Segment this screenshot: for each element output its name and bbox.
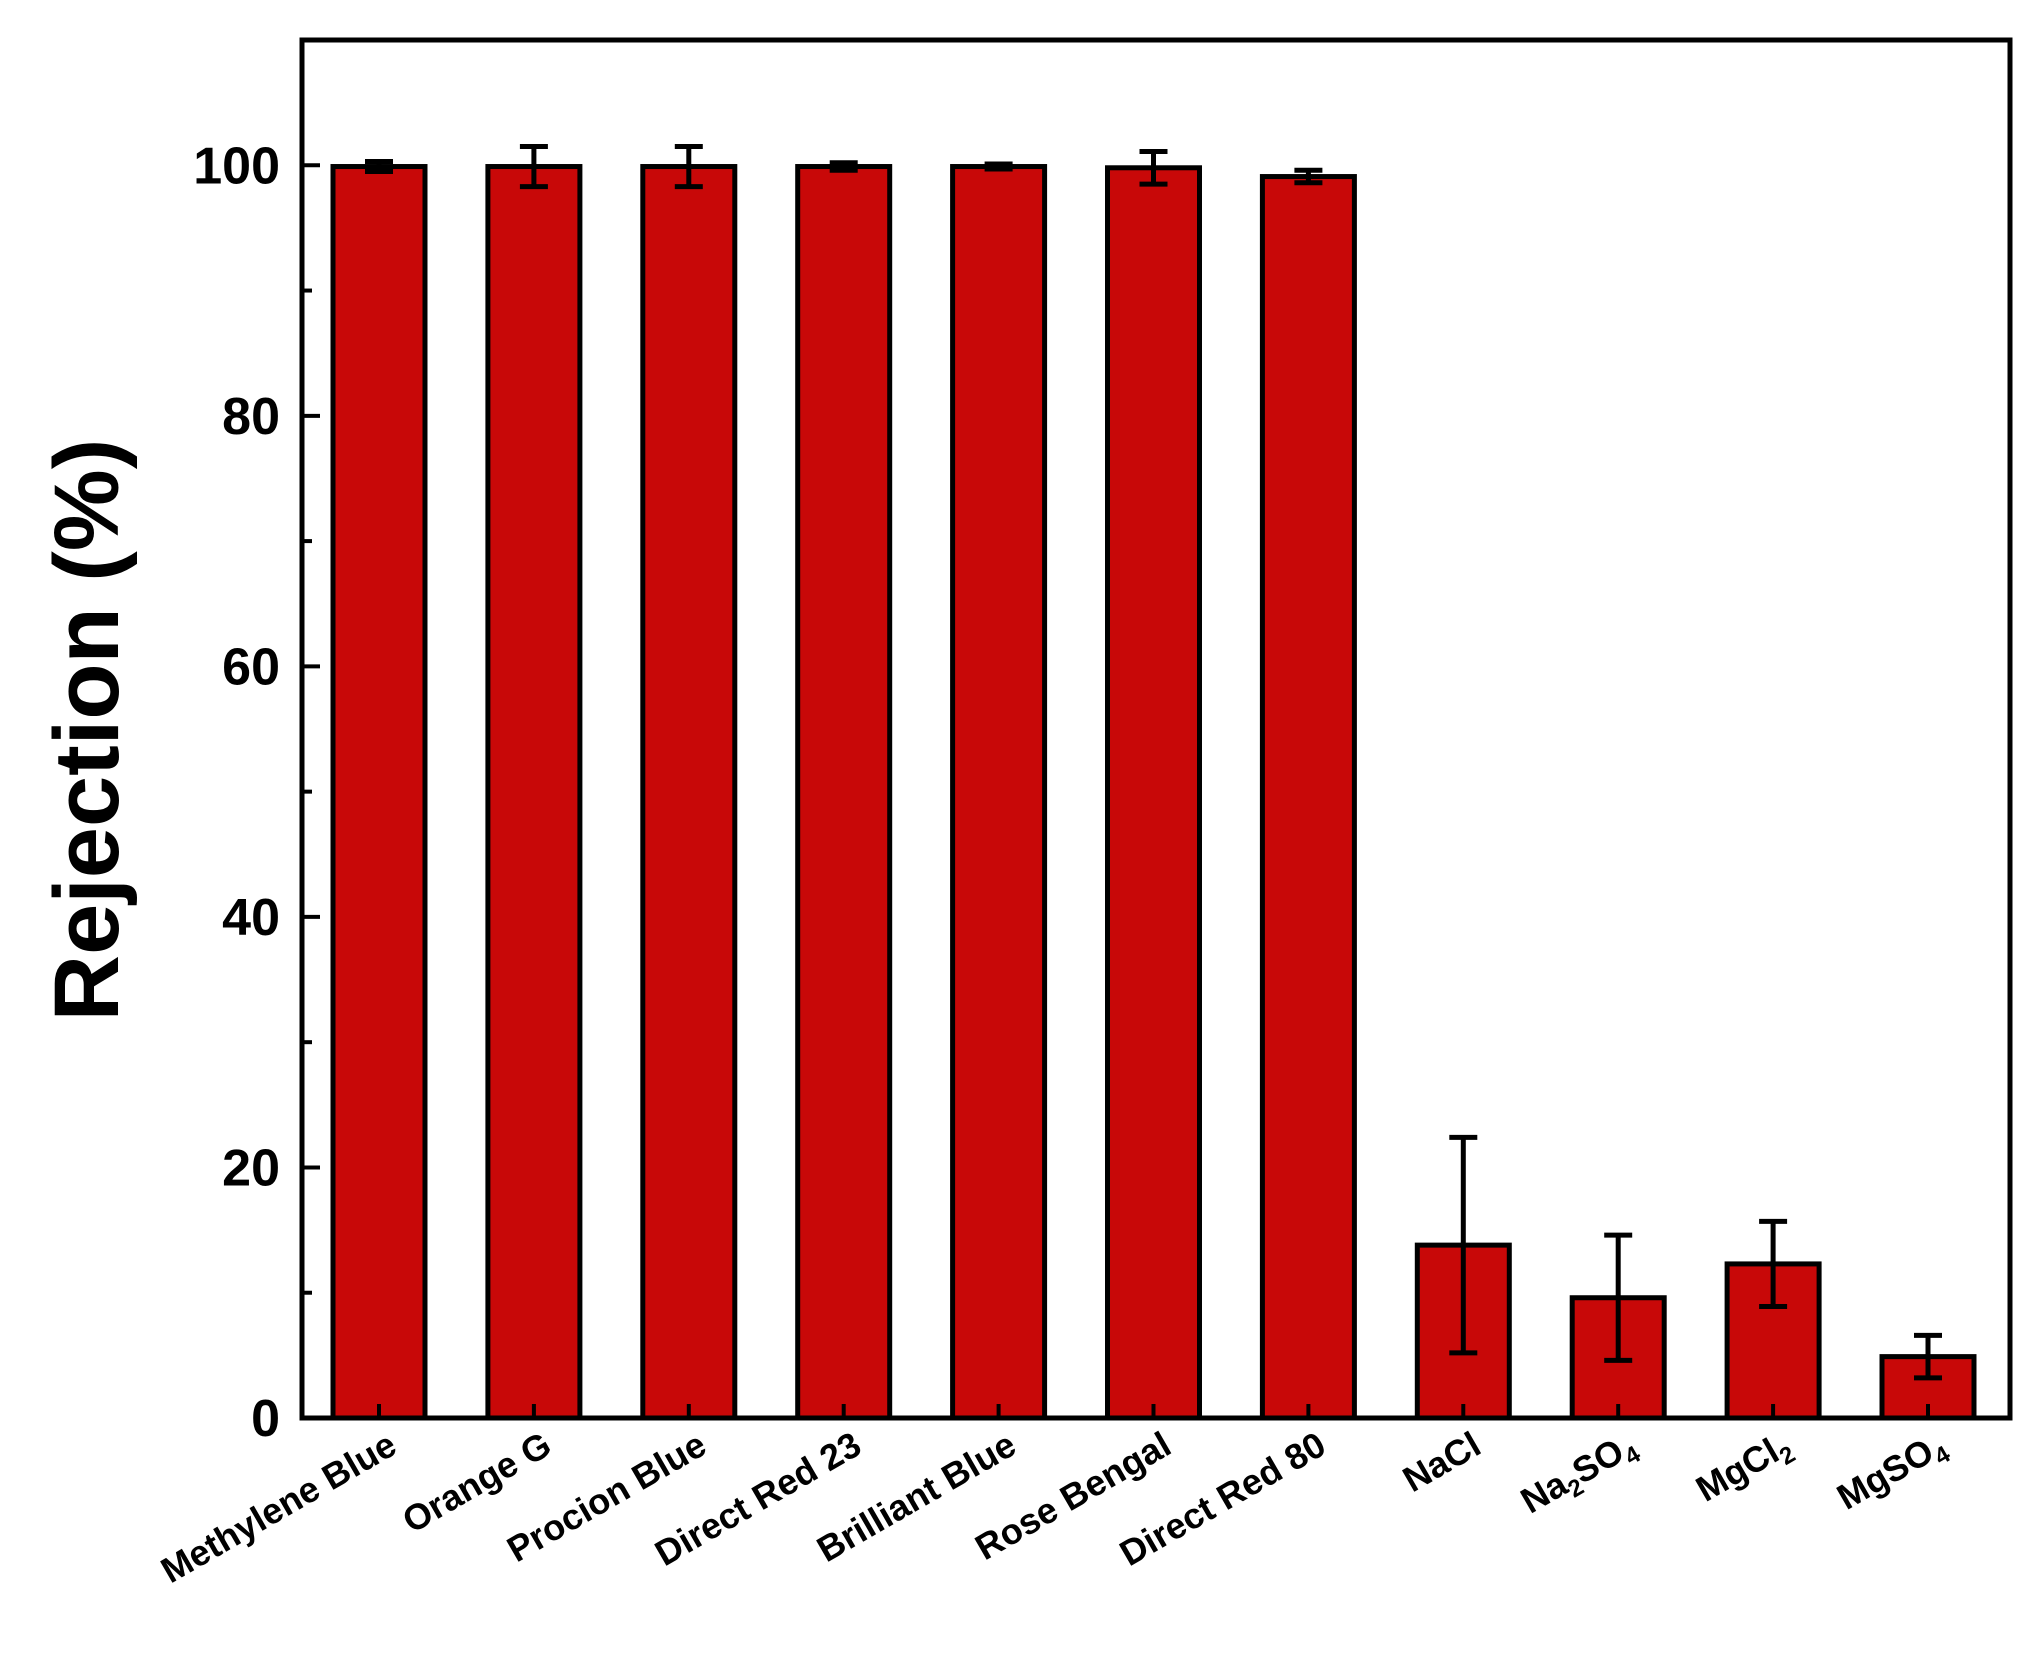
y-tick-label: 100 [193,137,280,195]
y-tick-label: 60 [222,638,280,696]
x-tick-label-part: MgCl [1689,1430,1786,1509]
bar [330,164,428,1421]
x-tick-label: MgCl2 [1689,1423,1800,1514]
x-tick-label-part: MgSO [1830,1430,1941,1518]
bar [640,164,738,1421]
plot-frame [299,37,2013,1421]
error-bar [365,159,393,175]
error-bar [1914,1332,1942,1381]
x-tick-label: Na2SO4 [1514,1423,1646,1526]
error-bar [984,161,1013,172]
bar [1259,174,1357,1421]
y-tick-label: 40 [222,889,280,947]
error-bar [1759,1218,1788,1310]
bar [485,164,583,1421]
x-tick-label: NaCl [1396,1423,1488,1500]
plot-area [330,143,1977,1421]
error-bar [829,160,858,173]
error-bar [519,143,548,190]
bar [1105,165,1202,1421]
y-tick-label: 0 [251,1390,280,1448]
error-bar [1449,1134,1478,1356]
error-bar [674,143,703,190]
x-tick-label-part: Na [1514,1462,1575,1521]
error-bar [1294,167,1323,186]
y-tick-label: 80 [222,388,280,446]
error-bar [1604,1232,1633,1363]
error-bar [1139,148,1168,187]
bar [950,164,1048,1421]
x-tick-label: Methylene Blue [154,1423,403,1591]
bar [795,164,893,1421]
y-tick-label: 20 [222,1139,280,1197]
y-axis-title: Rejection (%) [36,439,138,1022]
x-tick-label: MgSO4 [1830,1423,1956,1523]
